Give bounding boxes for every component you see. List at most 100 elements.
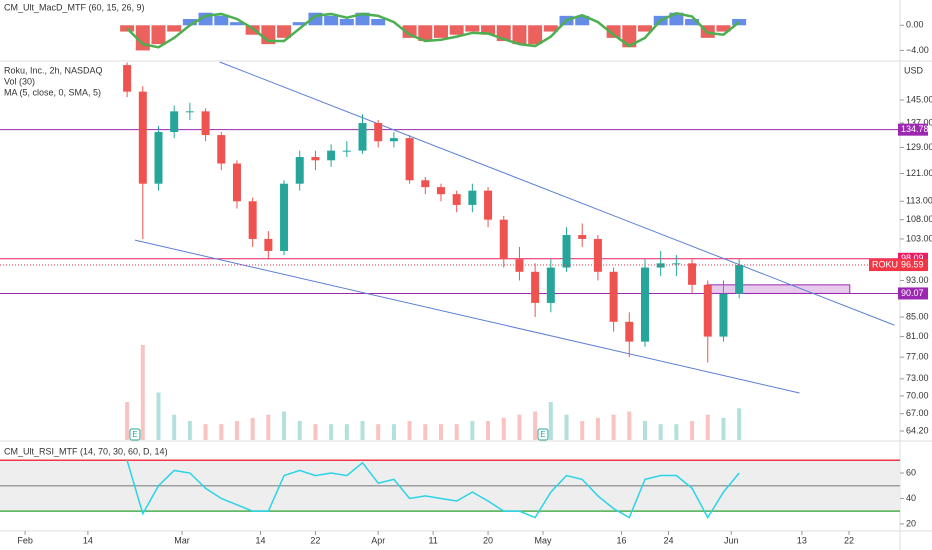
volume-bar (203, 424, 208, 440)
volume-label: Vol (30) (4, 76, 35, 86)
volume-bar (140, 345, 145, 440)
volume-bar (470, 421, 475, 440)
x-tick-label: May (534, 535, 552, 545)
candle-body (264, 238, 273, 251)
volume-bar (423, 424, 428, 440)
macd-bar (716, 25, 731, 32)
candle-body (499, 219, 508, 260)
volume-bar (658, 424, 663, 440)
volume-bar (360, 421, 365, 440)
volume-bar (391, 424, 396, 440)
x-tick-label: 11 (428, 535, 437, 545)
x-tick-label: 24 (664, 535, 674, 545)
earnings-badge (537, 428, 549, 441)
candle-body (311, 157, 320, 161)
volume-bar (486, 421, 491, 440)
x-tick-label: 16 (616, 535, 626, 545)
volume-bar (282, 411, 287, 440)
candle-body (154, 132, 163, 184)
macd-bar (214, 15, 229, 26)
macd-bar (371, 18, 386, 26)
y-tick-label: 145.00 (906, 94, 932, 104)
volume-bar (234, 421, 239, 440)
macd-bar (606, 25, 621, 38)
volume-bar (690, 421, 695, 440)
volume-bar (407, 421, 412, 440)
y-tick-label: 129.00 (906, 142, 932, 152)
trendline (219, 61, 895, 326)
macd-bar (543, 25, 558, 32)
volume-bar (250, 417, 255, 440)
volume-bar (595, 417, 600, 440)
x-tick-label: 13 (797, 535, 807, 545)
volume-bar (533, 411, 538, 440)
volume-bar (721, 417, 726, 440)
rsi-tick-label: 40 (906, 493, 916, 503)
candle-body (484, 190, 493, 220)
macd-bar (685, 18, 700, 26)
volume-bar (454, 424, 459, 440)
price-zone (706, 284, 851, 294)
y-tick-label: 103.00 (906, 233, 932, 243)
macd-bar (465, 25, 480, 32)
y-tick-label: 137.00 (906, 117, 932, 127)
candle-body (123, 65, 132, 92)
macd-bar (449, 25, 464, 35)
macd-bar (433, 25, 448, 38)
volume-bar (172, 414, 177, 440)
y-tick-label: 77.00 (906, 352, 929, 362)
candle-body (358, 123, 367, 151)
volume-bar (580, 421, 585, 440)
candle-body (185, 111, 194, 113)
x-tick-label: Feb (17, 535, 33, 545)
y-tick-label: 70.00 (906, 390, 929, 400)
volume-bar (548, 402, 553, 440)
y-tick-label: 121.00 (906, 168, 932, 178)
candle-body (531, 271, 540, 303)
volume-bar (705, 414, 710, 440)
earnings-label: E (132, 430, 137, 439)
x-tick-label: 20 (483, 535, 493, 545)
macd-bar (402, 25, 417, 38)
candle-body (703, 284, 712, 337)
candle-body (342, 150, 351, 152)
volume-bar (611, 414, 616, 440)
last-price-tag (898, 259, 928, 272)
y-tick-label: 93.00 (906, 275, 929, 285)
candle-body (468, 190, 477, 205)
macd-bar (151, 25, 166, 45)
rsi-title: CM_Ult_RSI_MTF (14, 70, 30, 60, D, 14) (4, 446, 168, 456)
currency-label: USD (904, 65, 924, 75)
macd-title: CM_Ult_MacD_MTF (60, 15, 26, 9) (4, 2, 145, 12)
candle-body (735, 265, 744, 294)
x-tick-label: 14 (83, 535, 93, 545)
macd-bar (182, 18, 197, 26)
rsi-tick-label: 20 (906, 518, 916, 528)
earnings-badge (129, 428, 141, 441)
level-tag-label: 98.09 (901, 253, 924, 263)
candle-body (546, 267, 555, 303)
volume-bar (219, 424, 224, 440)
macd-line (126, 12, 740, 49)
candle-body (248, 201, 257, 239)
macd-bar (732, 18, 747, 26)
volume-bar (329, 424, 334, 440)
y-tick-label: 73.00 (906, 373, 929, 383)
candle-body (609, 271, 618, 322)
volume-bar (438, 424, 443, 440)
y-tick-label: 81.00 (906, 331, 929, 341)
y-tick-label: 67.00 (906, 408, 929, 418)
macd-tick-label: −4.00 (906, 45, 929, 55)
candle-body (295, 157, 304, 184)
y-tick-label: 108.00 (906, 214, 932, 224)
volume-bar (674, 424, 679, 440)
volume-bar (564, 414, 569, 440)
volume-bar (642, 421, 647, 440)
candle-body (170, 111, 179, 133)
trendline (134, 239, 800, 394)
candle-body (719, 293, 728, 337)
last-price-name-tag (869, 259, 898, 272)
candle-body (280, 183, 289, 251)
candle-body (327, 150, 336, 161)
